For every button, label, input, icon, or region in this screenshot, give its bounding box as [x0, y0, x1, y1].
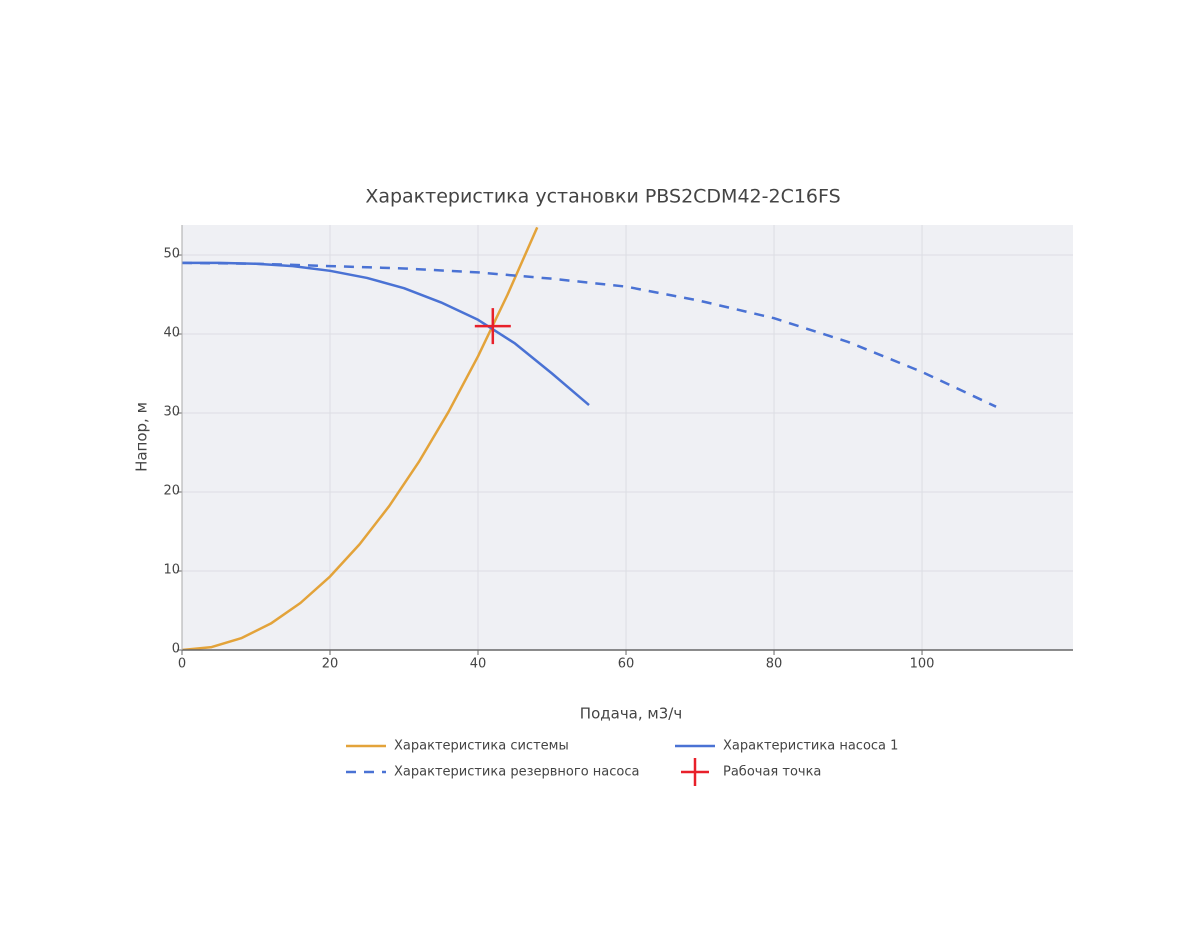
- legend-label: Характеристика резервного насоса: [394, 765, 639, 780]
- legend-symbol: [681, 758, 709, 786]
- legend: Характеристика системы Характеристика нас…: [346, 739, 898, 786]
- legend-item: Характеристика резервного насоса: [346, 765, 639, 780]
- plot-area: [182, 225, 1073, 650]
- x-tick-label: 0: [178, 657, 186, 672]
- x-axis-label: Подача, м3/ч: [580, 705, 682, 723]
- series-line: [182, 226, 539, 650]
- y-tick-label: 40: [163, 326, 180, 341]
- axes: 0 20 40 60 80 100 0 10 20 30 40 50: [163, 225, 1073, 672]
- legend-label: Характеристика системы: [394, 739, 569, 754]
- x-tick-label: 20: [322, 657, 339, 672]
- x-tick-label: 40: [470, 657, 487, 672]
- y-tick-label: 50: [163, 247, 180, 262]
- y-tick-label: 0: [172, 642, 180, 657]
- y-tick-label: 30: [163, 405, 180, 420]
- x-tick-label: 60: [618, 657, 635, 672]
- legend-item: Рабочая точка: [681, 758, 821, 786]
- x-tick-label: 80: [766, 657, 783, 672]
- series-line: [182, 261, 590, 407]
- plot-lines: [182, 226, 997, 650]
- chart-title: Характеристика установки PBS2CDM42-2C16F…: [365, 186, 840, 208]
- legend-item: Характеристика системы: [346, 739, 569, 754]
- x-tick-label: 100: [910, 657, 935, 672]
- series-line: [182, 261, 997, 408]
- legend-label: Рабочая точка: [723, 765, 821, 780]
- legend-label: Характеристика насоса 1: [723, 739, 898, 754]
- operating-point: [474, 308, 511, 345]
- y-axis-label: Напор, м: [133, 402, 151, 472]
- y-tick-label: 10: [163, 563, 180, 578]
- y-tick-label: 20: [163, 484, 180, 499]
- legend-item: Характеристика насоса 1: [675, 739, 898, 754]
